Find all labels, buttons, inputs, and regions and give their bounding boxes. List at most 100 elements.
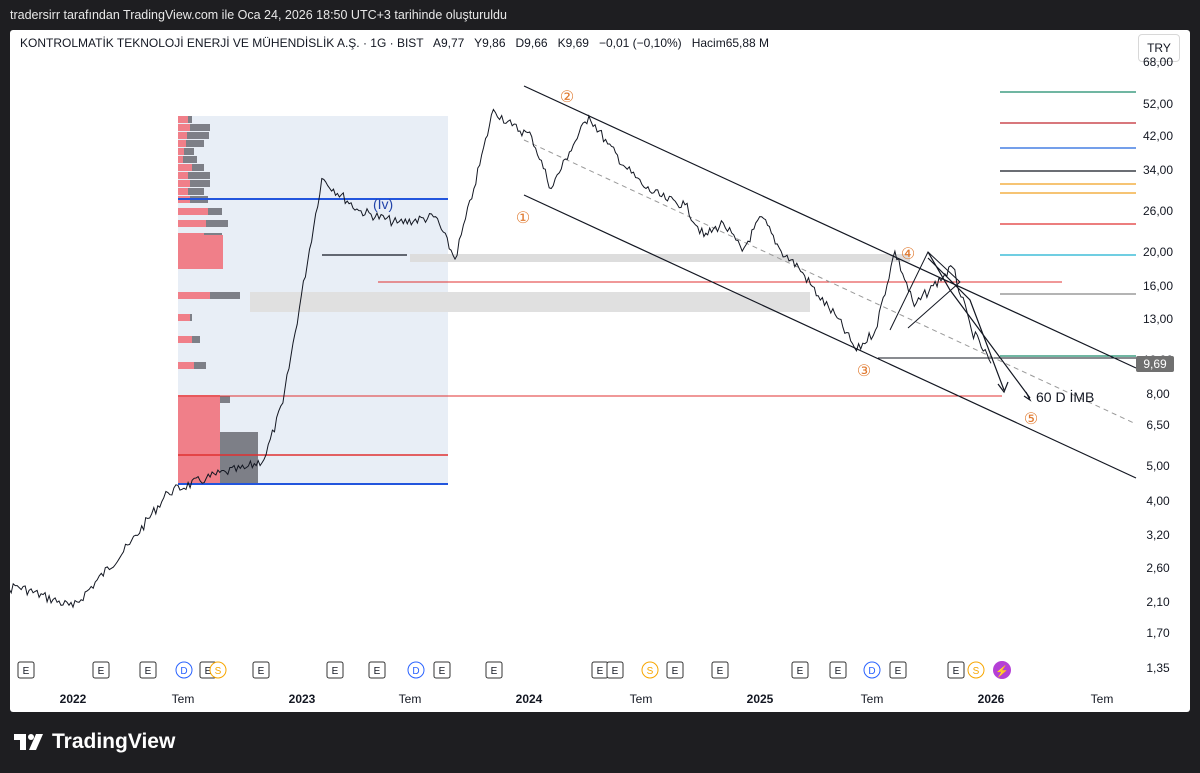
volume-profile-up-bar bbox=[178, 180, 190, 187]
volume-value: Hacim65,88 M bbox=[691, 36, 770, 50]
volume-profile-up-bar bbox=[178, 208, 208, 215]
volume-profile-up-bar bbox=[178, 292, 210, 299]
imbalance-label: 60 D İMB bbox=[1036, 388, 1094, 405]
volume-profile-down-bar bbox=[190, 180, 210, 187]
open-value: A9,77 bbox=[432, 36, 465, 50]
x-axis-label: Tem bbox=[630, 692, 653, 706]
earnings-marker bbox=[17, 661, 35, 679]
channel-lower-line bbox=[523, 194, 1137, 479]
event-marker-label: E bbox=[797, 666, 804, 677]
x-axis-label: 2026 bbox=[978, 692, 1005, 706]
y-axis-label: 20,00 bbox=[1143, 245, 1173, 259]
wave-2-label: ② bbox=[560, 89, 574, 106]
wave-4-label: ④ bbox=[901, 246, 915, 263]
channel-mid-line bbox=[523, 139, 1137, 425]
arrow-head-a bbox=[997, 381, 1009, 394]
earnings-marker bbox=[606, 661, 624, 679]
volume-profile-down-bar bbox=[188, 188, 204, 195]
volume-profile-down-bar bbox=[188, 116, 192, 123]
x-axis-label: 2025 bbox=[747, 692, 774, 706]
currency-button[interactable]: TRY bbox=[1138, 34, 1180, 62]
event-marker-label: E bbox=[835, 666, 842, 677]
event-marker-label: E bbox=[332, 666, 339, 677]
wave-5-label: ⑤ bbox=[1024, 411, 1038, 428]
earnings-marker bbox=[666, 661, 684, 679]
volume-profile-down-bar bbox=[210, 292, 240, 299]
event-marker-label: E bbox=[23, 666, 30, 677]
volume-profile-up-bar bbox=[178, 124, 190, 131]
x-axis-label: Tem bbox=[861, 692, 884, 706]
arrow-head-b bbox=[1023, 391, 1032, 402]
split-marker bbox=[967, 661, 985, 679]
event-marker-label: E bbox=[205, 666, 212, 677]
x-axis-label: Tem bbox=[1091, 692, 1114, 706]
event-marker-label: D bbox=[412, 666, 419, 677]
wave-iv-label: (Iv) bbox=[373, 196, 393, 212]
y-axis-label: 8,00 bbox=[1146, 387, 1170, 401]
event-marker-label: E bbox=[672, 666, 679, 677]
x-axis-label: 2022 bbox=[60, 692, 87, 706]
earnings-marker bbox=[791, 661, 809, 679]
change-value: −0,01 (−0,10%) bbox=[598, 36, 682, 50]
volume-profile-up-bar bbox=[178, 132, 187, 139]
event-marker-label: E bbox=[98, 666, 105, 677]
high-value: Y9,86 bbox=[474, 36, 506, 50]
y-axis-label: 3,20 bbox=[1146, 528, 1170, 542]
projection-path-a bbox=[927, 257, 1005, 391]
y-axis-label: 68,00 bbox=[1143, 55, 1173, 69]
volume-profile-down-bar bbox=[187, 132, 209, 139]
projection-path-b bbox=[927, 251, 1031, 399]
event-marker-label: E bbox=[374, 666, 381, 677]
wave-4-triangle bbox=[889, 251, 961, 331]
volume-profile-up-bar bbox=[178, 220, 206, 227]
volume-profile-up-bar bbox=[178, 362, 194, 369]
chart-panel[interactable]: KONTROLMATİK TEKNOLOJİ ENERJİ VE MÜHENDİ… bbox=[10, 30, 1190, 712]
volume-profile-down-bar bbox=[184, 148, 194, 155]
wave-3-label: ③ bbox=[857, 363, 871, 380]
y-axis-label: 1,35 bbox=[1146, 661, 1170, 675]
event-marker-label: E bbox=[258, 666, 265, 677]
volume-profile-up-bar bbox=[178, 314, 190, 321]
y-axis-label: 2,60 bbox=[1146, 561, 1170, 575]
earnings-marker bbox=[326, 661, 344, 679]
x-axis-label: Tem bbox=[399, 692, 422, 706]
y-axis-label: 52,00 bbox=[1143, 97, 1173, 111]
event-marker-label: E bbox=[953, 666, 960, 677]
y-axis-label: 42,00 bbox=[1143, 129, 1173, 143]
y-axis-label: 2,10 bbox=[1146, 595, 1170, 609]
x-axis-label: 2023 bbox=[289, 692, 316, 706]
event-marker-label: E bbox=[895, 666, 902, 677]
split-marker bbox=[209, 661, 227, 679]
volume-profile-down-bar bbox=[218, 396, 230, 403]
price-chart[interactable]: (Iv) ① ② ③ ④ ⑤ 60 D İMB 68,00 52,00 42,00 34,00 26,… bbox=[10, 30, 1190, 712]
volume-profile-down-bar bbox=[188, 172, 210, 179]
earnings-marker bbox=[711, 661, 729, 679]
earnings-marker bbox=[829, 661, 847, 679]
event-marker-label: E bbox=[491, 666, 498, 677]
symbol-header: KONTROLMATİK TEKNOLOJİ ENERJİ VE MÜHENDİ… bbox=[20, 36, 769, 50]
low-value: D9,66 bbox=[515, 36, 548, 50]
lightning-icon: ⚡ bbox=[995, 665, 1009, 678]
lightning-event-marker bbox=[993, 661, 1011, 679]
event-marker-label: S bbox=[215, 666, 222, 677]
y-axis-label: 5,00 bbox=[1146, 459, 1170, 473]
earnings-marker bbox=[433, 661, 451, 679]
chart-caption: tradersirr tarafından TradingView.com il… bbox=[10, 8, 507, 22]
y-axis-label: 4,00 bbox=[1146, 494, 1170, 508]
volume-profile-down-bar bbox=[192, 164, 204, 171]
volume-profile-down-bar bbox=[192, 336, 200, 343]
volume-profile-up-bar bbox=[178, 395, 220, 483]
y-axis-label: 16,00 bbox=[1143, 279, 1173, 293]
volume-profile-down-bar bbox=[206, 220, 228, 227]
volume-profile-up-bar bbox=[178, 164, 192, 171]
tradingview-logo-icon bbox=[14, 734, 43, 750]
volume-profile-up-bar bbox=[178, 140, 186, 147]
support-zone bbox=[250, 292, 810, 312]
volume-profile-down-bar bbox=[208, 208, 222, 215]
earnings-marker bbox=[947, 661, 965, 679]
x-axis-label: 2024 bbox=[516, 692, 543, 706]
last-price-badge bbox=[1136, 356, 1174, 372]
event-marker-label: E bbox=[612, 666, 619, 677]
earnings-marker bbox=[139, 661, 157, 679]
event-marker-label: D bbox=[868, 666, 875, 677]
